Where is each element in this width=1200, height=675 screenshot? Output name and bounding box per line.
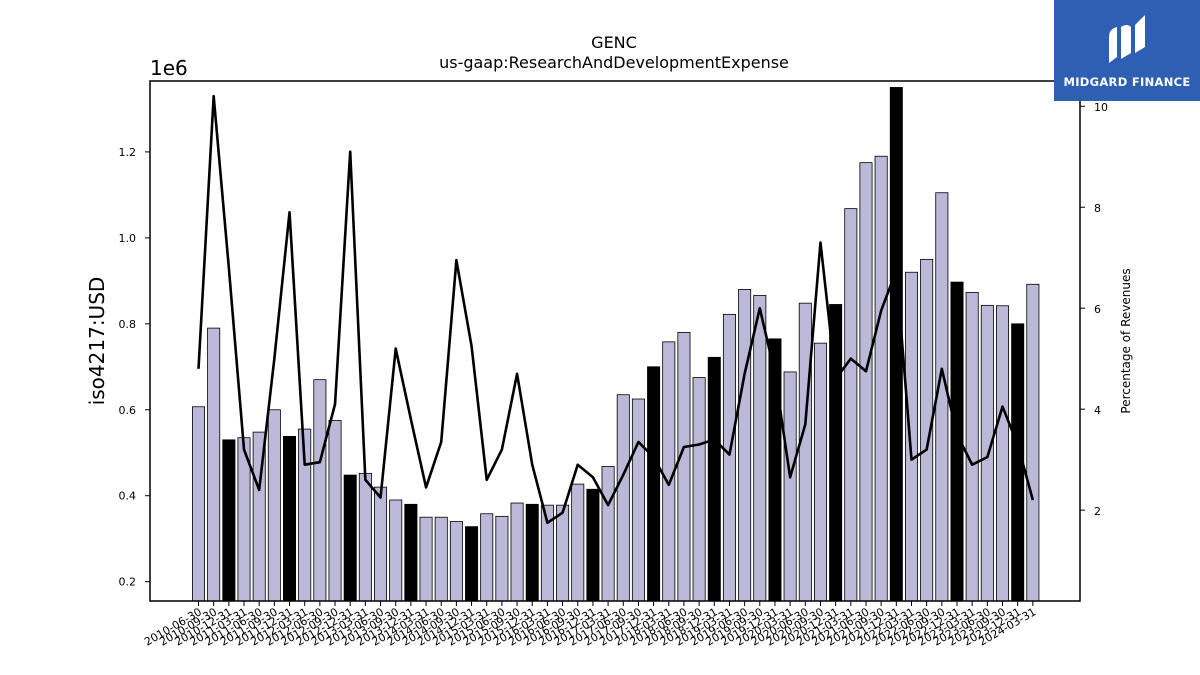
bar <box>480 513 494 602</box>
bar <box>495 515 509 602</box>
midgard-logo-icon <box>1109 14 1145 63</box>
y-right-tick-label: 10 <box>1094 101 1108 114</box>
bar <box>465 526 479 602</box>
bar <box>207 327 221 602</box>
bar <box>313 379 327 602</box>
bar <box>222 439 236 602</box>
y-axis-left: 0.2 0.4 0.6 0.8 1.0 1.2 <box>119 146 150 589</box>
y-tick-label: 0.2 <box>119 576 137 589</box>
y-tick-label: 0.6 <box>119 404 137 417</box>
y-right-tick-label: 6 <box>1094 303 1101 316</box>
bar <box>343 474 357 602</box>
y-axis-offset-label: 1e6 <box>150 56 188 80</box>
midgard-finance-logo: MIDGARD FINANCE <box>1054 0 1200 101</box>
percentage-line <box>197 94 1035 525</box>
bar <box>434 516 448 602</box>
bar <box>965 292 979 602</box>
bar <box>1026 283 1040 602</box>
bar <box>889 87 903 602</box>
y-right-tick-label: 2 <box>1094 505 1101 518</box>
bar <box>783 371 797 602</box>
bar <box>419 516 433 602</box>
bar <box>798 302 812 602</box>
bar <box>191 406 205 602</box>
bar <box>996 305 1010 602</box>
bar <box>571 483 585 602</box>
logo-name: MIDGARD FINANCE <box>1063 74 1191 89</box>
y-tick-label: 0.8 <box>119 318 137 331</box>
bar <box>647 366 661 602</box>
bar <box>859 162 873 602</box>
chart-subtitle: us-gaap:ResearchAndDevelopmentExpense <box>439 53 789 72</box>
bar <box>586 488 600 602</box>
bar <box>283 435 297 602</box>
bar <box>738 289 752 602</box>
bar <box>389 499 403 602</box>
bar <box>601 466 615 602</box>
y-axis-right-label: Percentage of Revenues <box>1119 268 1133 413</box>
bar <box>449 521 463 602</box>
y-tick-label: 0.4 <box>119 490 137 503</box>
bar <box>813 342 827 602</box>
bar-series <box>191 87 1040 602</box>
y-tick-label: 1.0 <box>119 232 137 245</box>
y-axis-right: 2 4 6 8 10 <box>1080 101 1108 518</box>
bar <box>707 356 721 602</box>
bar <box>677 331 691 602</box>
plot-frame <box>149 80 1081 602</box>
bar <box>722 313 736 602</box>
bar <box>631 398 645 602</box>
bar <box>753 295 767 602</box>
bar <box>616 394 630 602</box>
bar <box>328 420 342 602</box>
bar <box>358 472 372 602</box>
y-right-tick-label: 8 <box>1094 202 1101 215</box>
bar <box>404 503 418 602</box>
bar <box>692 377 706 602</box>
bar <box>556 504 570 602</box>
bar <box>874 155 888 602</box>
y-axis-label: iso4217:USD <box>85 277 109 406</box>
chart-title: GENC <box>591 33 637 52</box>
bar <box>267 409 281 602</box>
bar <box>844 208 858 602</box>
bar <box>904 271 918 602</box>
x-axis: 2010-06-302010-09-302010-12-312011-03-31… <box>142 601 1038 649</box>
bar <box>374 486 388 602</box>
bar <box>510 502 524 602</box>
y-right-tick-label: 4 <box>1094 404 1101 417</box>
line-series <box>197 94 1035 525</box>
y-tick-label: 1.2 <box>119 146 137 159</box>
bar <box>525 503 539 602</box>
